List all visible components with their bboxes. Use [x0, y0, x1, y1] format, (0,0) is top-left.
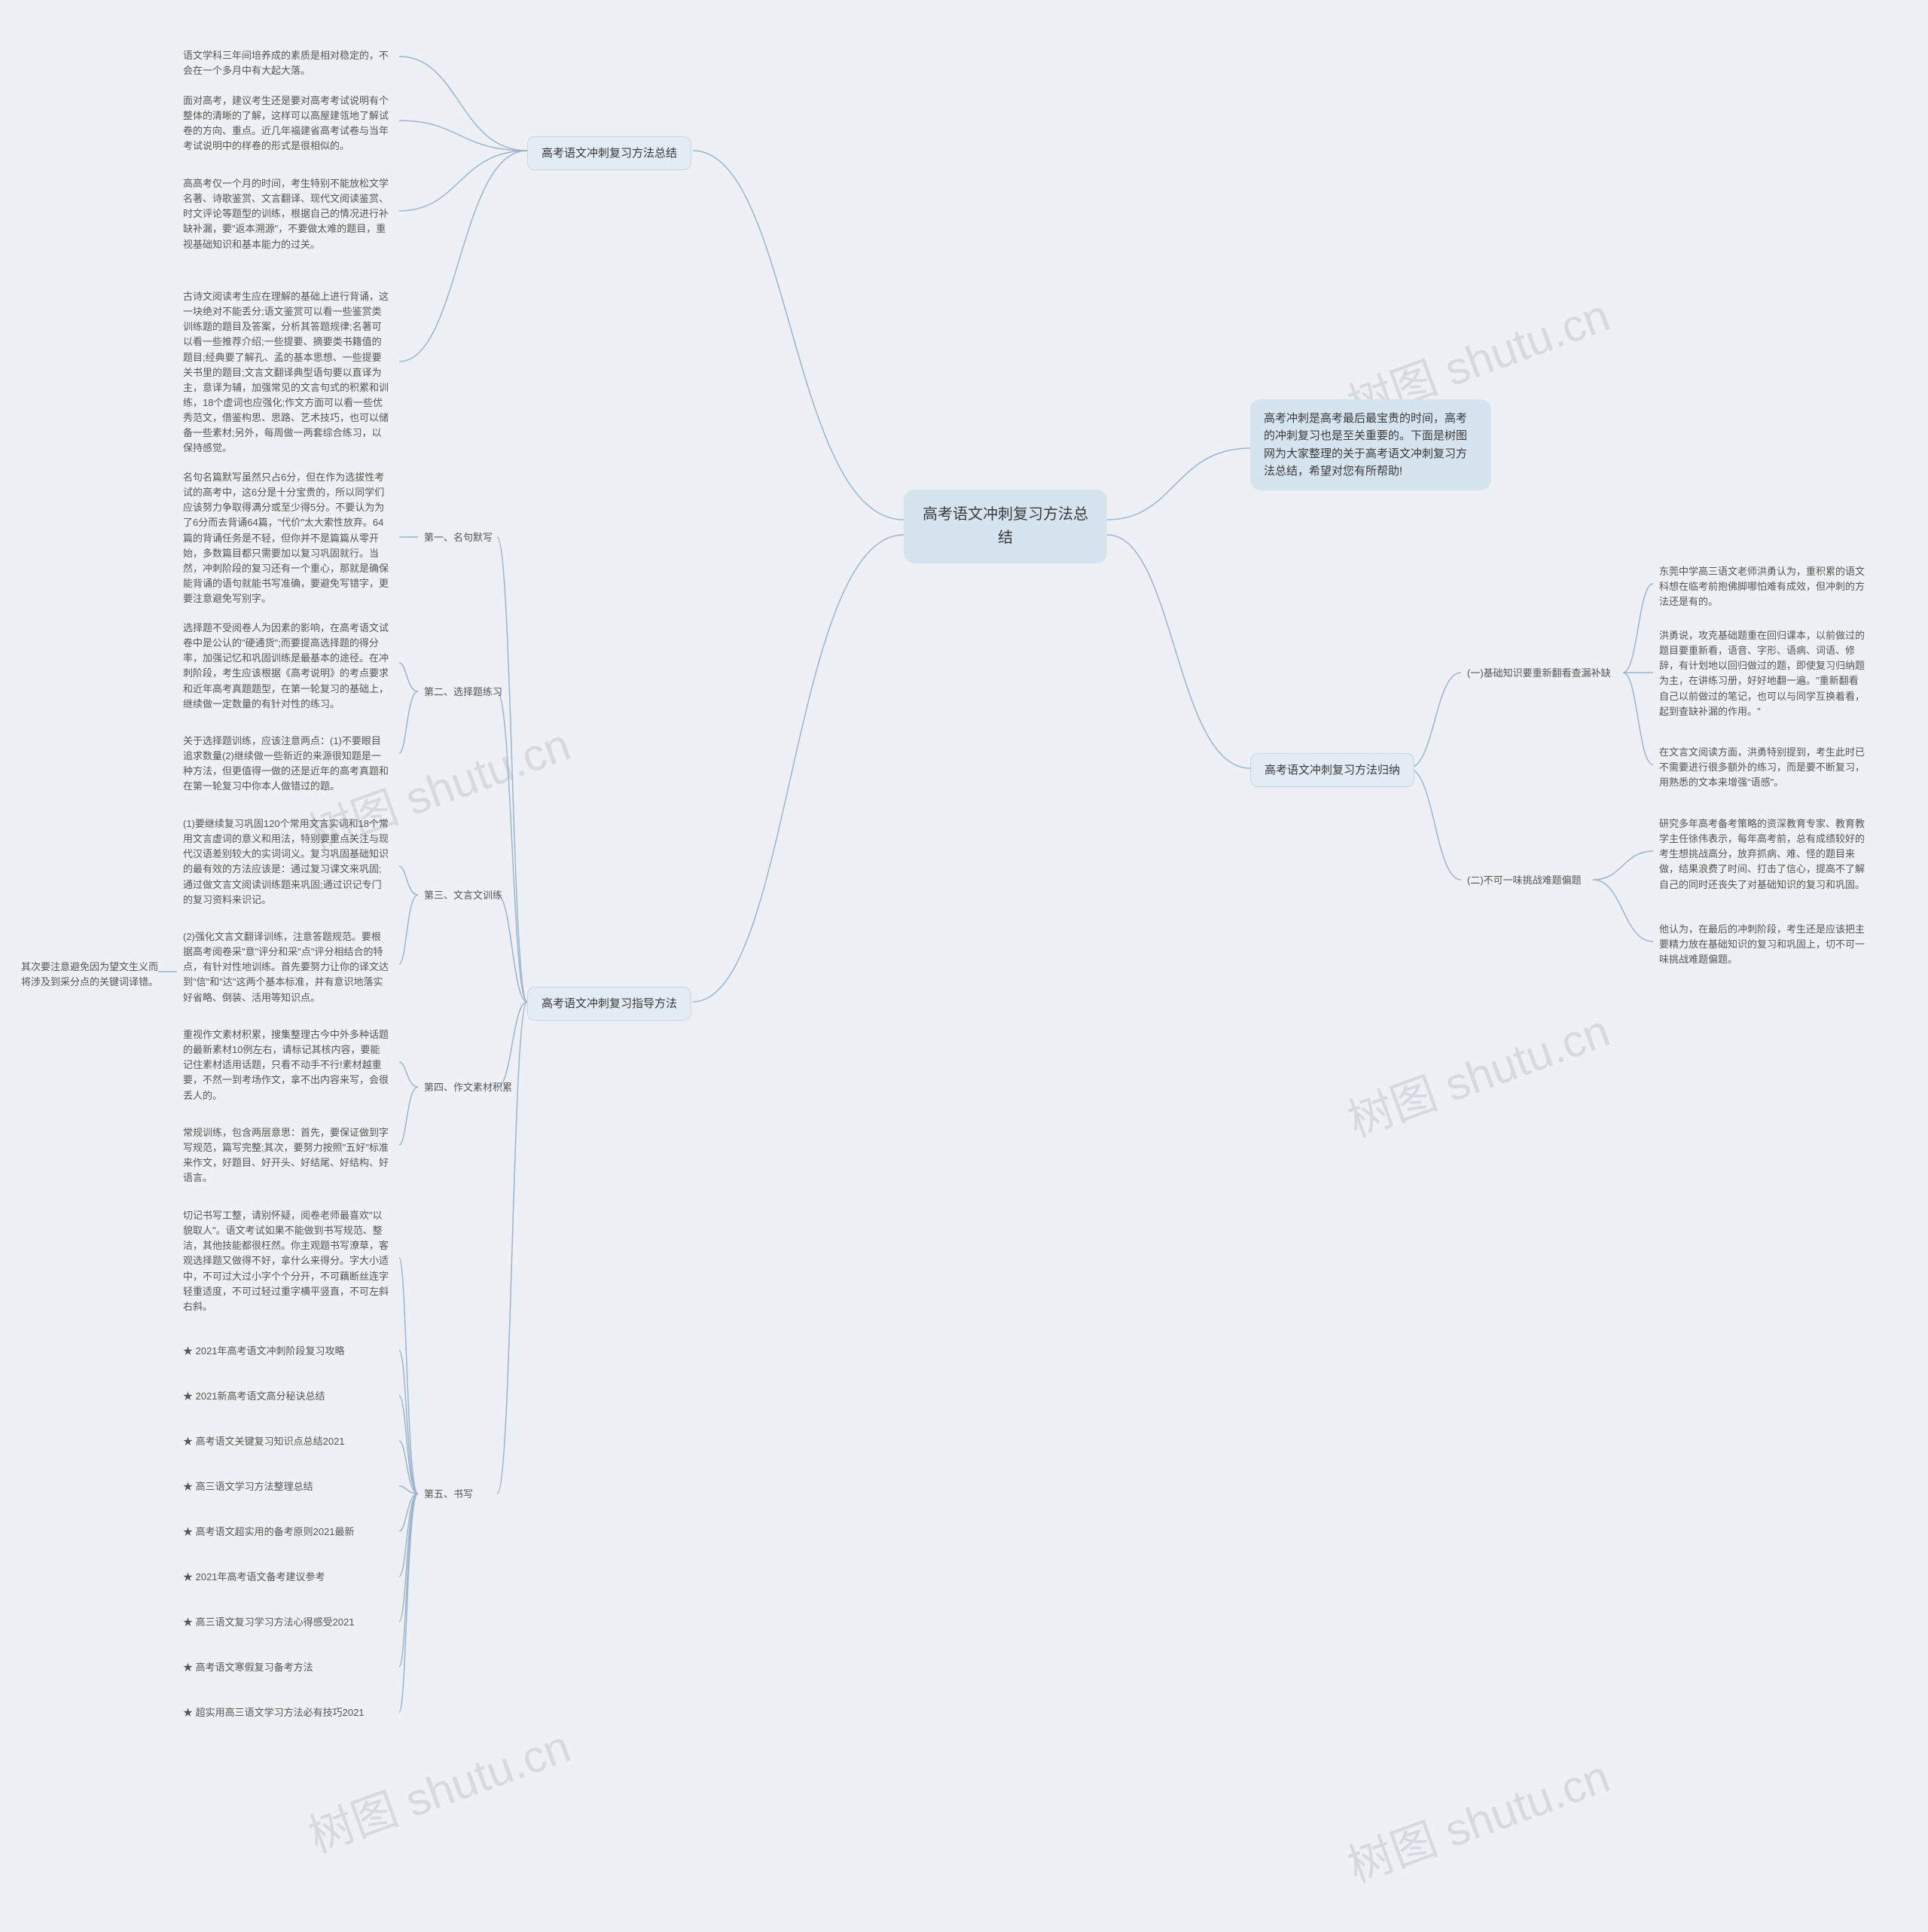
- watermark: 树图 shutu.cn: [1338, 994, 1617, 1149]
- center-node: 高考语文冲刺复习方法总结: [904, 490, 1107, 563]
- watermark: 树图 shutu.cn: [1338, 1740, 1617, 1895]
- guide-sub-4-leaf-3: ★ 高考语文关键复习知识点总结2021: [177, 1431, 351, 1452]
- mindmap-canvas: 树图 shutu.cn 树图 shutu.cn 树图 shutu.cn 树图 s…: [0, 0, 1928, 1932]
- intro-node: 高考冲刺是高考最后最宝贵的时间，高考的冲刺复习也是至关重要的。下面是树图网为大家…: [1250, 399, 1491, 490]
- guide-sub-2-extra: 其次要注意避免因为望文生义而将涉及到采分点的关键词译错。: [15, 957, 173, 993]
- guide-sub-4-leaf-7: ★ 高三语文复习学习方法心得感受2021: [177, 1612, 361, 1633]
- guide-sub-4-leaf-9: ★ 超实用高三语文学习方法必有技巧2021: [177, 1702, 371, 1723]
- guinai-sub-0-leaf-0: 东莞中学高三语文老师洪勇认为，重积累的语文科想在临考前抱佛脚哪怕难有成效，但冲刺…: [1653, 561, 1872, 612]
- summary-leaf-2: 高高考仅一个月的时间，考生特别不能放松文学名著、诗歌鉴赏、文言翻译、现代文阅读鉴…: [177, 173, 395, 255]
- guinai-sub-0-leaf-1: 洪勇说，攻克基础题重在回归课本，以前做过的题目要重新看，语音、字形、语病、词语、…: [1653, 625, 1872, 722]
- guide-sub-3-leaf-1: 常规训练，包含两层意思：首先，要保证做到字写规范，篇写完整;其次，要努力按照"五…: [177, 1122, 395, 1189]
- guide-sub-4-leaf-1: ★ 2021年高考语文冲刺阶段复习攻略: [177, 1341, 351, 1362]
- guinai-sub-1-leaf-1: 他认为，在最后的冲刺阶段，考生还是应该把主要精力放在基础知识的复习和巩固上，切不…: [1653, 919, 1872, 970]
- guide-sub-2-leaf-0: (1)要继续复习巩固120个常用文言实词和18个常用文言虚词的意义和用法，特别要…: [177, 813, 395, 911]
- branch-guinai: 高考语文冲刺复习方法归纳: [1250, 753, 1414, 787]
- guide-sub-4-leaf-5: ★ 高考语文超实用的备考原则2021最新: [177, 1521, 361, 1543]
- guide-sub-4-leaf-4: ★ 高三语文学习方法整理总结: [177, 1476, 319, 1497]
- summary-leaf-1: 面对高考，建议考生还是要对高考考试说明有个整体的清晰的了解，这样可以高屋建瓴地了…: [177, 90, 395, 157]
- guinai-sub-1-leaf-0: 研究多年高考备考策略的资深教育专家、教育教学主任徐伟表示，每年高考前，总有成绩较…: [1653, 813, 1872, 896]
- guide-sub-2: 第三、文言文训练: [418, 885, 508, 906]
- guide-sub-4: 第五、书写: [418, 1484, 479, 1505]
- guide-sub-0-leaf-0: 名句名篇默写虽然只占6分，但在作为选拔性考试的高考中，这6分是十分宝贵的，所以同…: [177, 467, 395, 609]
- guide-sub-2-leaf-1: (2)强化文言文翻译训练，注意答题规范。要根据高考阅卷采"意"评分和采"点"评分…: [177, 926, 395, 1009]
- guide-sub-1: 第二、选择题练习: [418, 682, 508, 703]
- guinai-sub-0: (一)基础知识要重新翻看查漏补缺: [1461, 663, 1617, 684]
- guide-sub-3: 第四、作文素材积累: [418, 1077, 518, 1098]
- guide-sub-4-leaf-6: ★ 2021年高考语文备考建议参考: [177, 1567, 331, 1588]
- watermark: 树图 shutu.cn: [298, 1710, 578, 1865]
- guide-sub-3-leaf-0: 重视作文素材积累，搜集整理古今中外多种话题的最新素材10例左右，请标记其核内容，…: [177, 1024, 395, 1106]
- guide-sub-4-leaf-2: ★ 2021新高考语文高分秘诀总结: [177, 1386, 331, 1407]
- summary-leaf-3: 古诗文阅读考生应在理解的基础上进行背诵，这一块绝对不能丢分;语文鉴赏可以看一些鉴…: [177, 286, 395, 459]
- summary-leaf-0: 语文学科三年间培养成的素质是相对稳定的，不会在一个多月中有大起大落。: [177, 45, 395, 81]
- guide-sub-4-leaf-0: 切记书写工整，请别怀疑，阅卷老师最喜欢"以貌取人"。语文考试如果不能做到书写规范…: [177, 1205, 395, 1317]
- guide-sub-1-leaf-0: 选择题不受阅卷人为因素的影响，在高考语文试卷中是公认的"硬通货";而要提高选择题…: [177, 618, 395, 715]
- guinai-sub-0-leaf-2: 在文言文阅读方面，洪勇特别提到，考生此时已不需要进行很多额外的练习，而是要不断复…: [1653, 742, 1872, 793]
- guide-sub-0: 第一、名句默写: [418, 527, 499, 548]
- branch-summary: 高考语文冲刺复习方法总结: [527, 136, 691, 170]
- branch-guide: 高考语文冲刺复习指导方法: [527, 987, 691, 1021]
- guinai-sub-1: (二)不可一味挑战难题偏题: [1461, 870, 1588, 891]
- guide-sub-1-leaf-1: 关于选择题训练，应该注意两点：(1)不要眼目追求数量(2)继续做一些新近的来源很…: [177, 731, 395, 798]
- guide-sub-4-leaf-8: ★ 高考语文寒假复习备考方法: [177, 1657, 319, 1678]
